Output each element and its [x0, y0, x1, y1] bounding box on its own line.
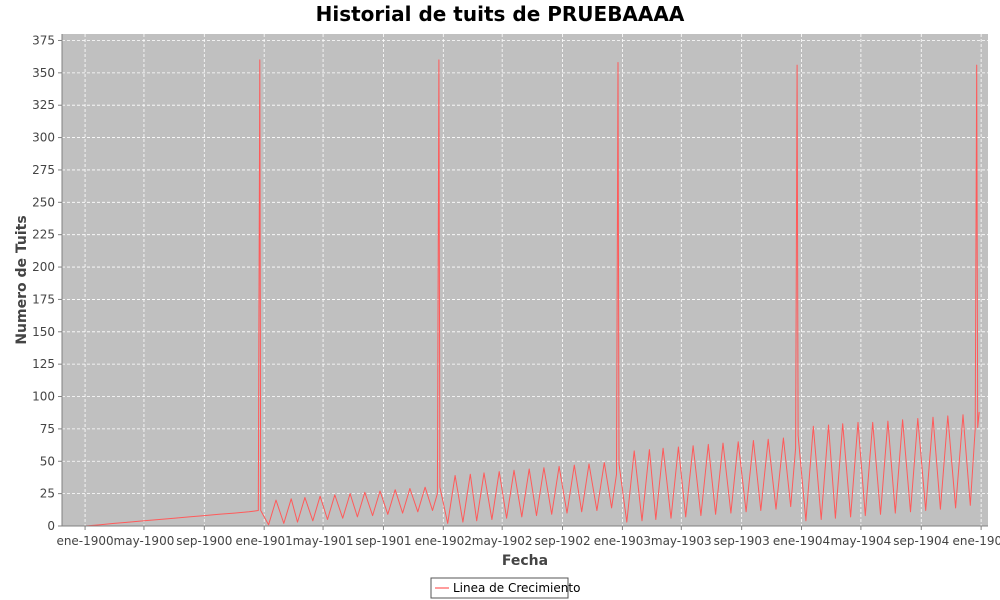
y-tick-label: 325	[32, 98, 55, 112]
y-axis-label: Numero de Tuits	[14, 215, 30, 344]
series-layer	[85, 59, 980, 527]
y-tick-label: 75	[40, 422, 55, 436]
y-tick-label: 0	[47, 519, 55, 533]
x-axis-ticks: ene-1900 may-1900 sep-1900 ene-1901 may-1901…	[56, 526, 1000, 548]
y-axis-ticks: 0 25 50 75 100 125 150 175 200 225 250 275 300 325 350…	[32, 33, 62, 533]
y-tick-label: 350	[32, 66, 55, 80]
x-tick-label: sep-1900	[176, 534, 232, 548]
x-tick-label: may-1901	[293, 534, 354, 548]
y-tick-label: 250	[32, 195, 55, 209]
x-tick-label: ene-1903	[594, 534, 651, 548]
x-tick-label: may-1904	[830, 534, 891, 548]
x-tick-label: sep-1903	[714, 534, 770, 548]
x-tick-label: ene-1901	[236, 534, 293, 548]
y-tick-label: 275	[32, 163, 55, 177]
legend-box	[430, 577, 569, 599]
x-tick-label: ene-1905	[953, 534, 1000, 548]
y-tick-label: 200	[32, 260, 55, 274]
x-tick-label: ene-1900	[56, 534, 113, 548]
x-tick-label: sep-1901	[355, 534, 411, 548]
y-tick-label: 225	[32, 228, 55, 242]
legend-label: Linea de Crecimiento	[453, 581, 580, 595]
series-line	[85, 59, 980, 527]
y-tick-label: 50	[40, 454, 55, 468]
x-axis-label: Fecha	[502, 553, 548, 569]
x-tick-label: sep-1904	[893, 534, 949, 548]
x-tick-label: may-1902	[472, 534, 533, 548]
y-tick-label: 175	[32, 292, 55, 306]
y-tick-label: 375	[32, 33, 55, 47]
x-tick-label: ene-1904	[773, 534, 830, 548]
plot-area	[62, 34, 988, 526]
legend: Linea de Crecimiento	[430, 577, 580, 599]
y-tick-label: 100	[32, 390, 55, 404]
x-tick-label: ene-1902	[415, 534, 472, 548]
x-tick-label: sep-1902	[534, 534, 590, 548]
grid	[62, 34, 988, 527]
x-tick-label: may-1900	[114, 534, 175, 548]
y-tick-label: 125	[32, 357, 55, 371]
x-tick-label: may-1903	[651, 534, 712, 548]
chart-title: Historial de tuits de PRUEBAAAA	[316, 2, 685, 26]
y-tick-label: 300	[32, 131, 55, 145]
y-tick-label: 25	[40, 487, 55, 501]
y-tick-label: 150	[32, 325, 55, 339]
